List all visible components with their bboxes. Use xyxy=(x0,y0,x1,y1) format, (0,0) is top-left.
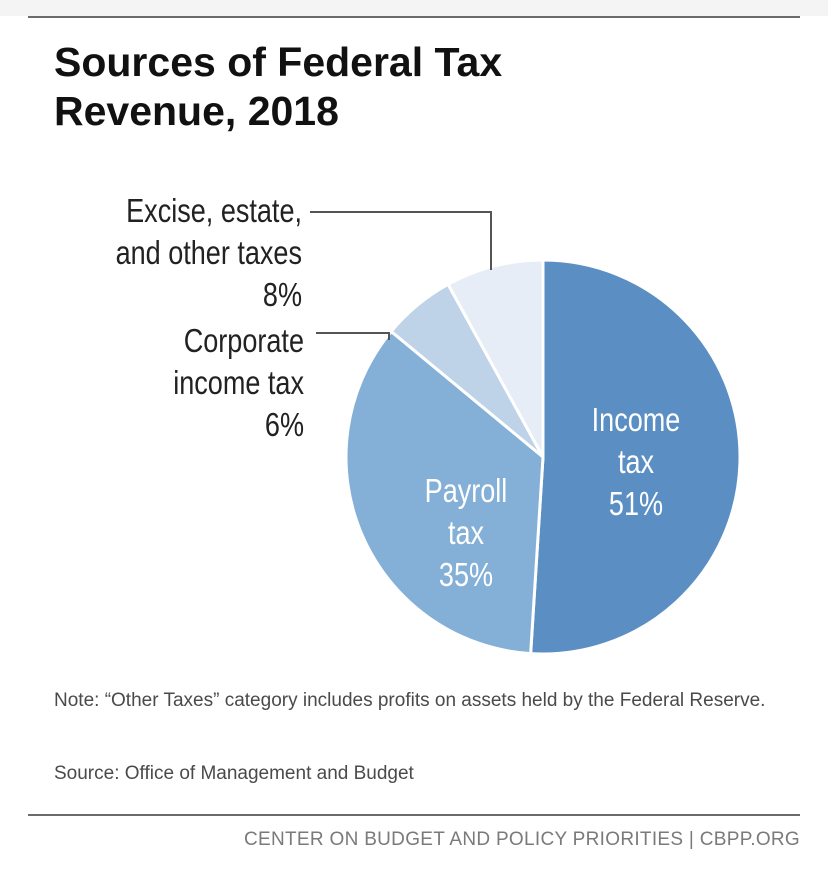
slice-category-label: Corporate xyxy=(184,324,304,360)
slice-value-label: 51% xyxy=(609,487,663,523)
leader-lines-layer xyxy=(310,211,492,340)
leader-line-excise-estate-other xyxy=(310,211,492,270)
slice-category-label: tax xyxy=(448,516,484,552)
slice-category-label: income tax xyxy=(173,366,304,402)
slice-category-label: tax xyxy=(618,445,654,481)
top-band xyxy=(0,0,828,16)
slice-value-label: 6% xyxy=(265,408,304,444)
slice-labels-layer: Income tax 51% Payroll tax 35% Corporate income… xyxy=(116,194,681,594)
slice-value-label: 8% xyxy=(263,278,302,314)
slice-category-label: Income xyxy=(592,403,681,439)
slice-label-corporate-income-tax: Corporate income tax 6% xyxy=(173,324,304,444)
top-divider xyxy=(28,16,800,18)
pie-slice-income-tax xyxy=(529,258,742,656)
slice-category-label: Excise, estate, xyxy=(126,194,302,230)
slice-value-label: 35% xyxy=(439,558,493,594)
bottom-divider xyxy=(28,814,800,816)
chart-title-line-2: Revenue, 2018 xyxy=(54,88,339,134)
chart-source: Source: Office of Management and Budget xyxy=(54,763,414,784)
chart-note: Note: “Other Taxes” category includes pr… xyxy=(54,690,766,711)
footer-credit: CENTER ON BUDGET AND POLICY PRIORITIES |… xyxy=(244,829,800,850)
slices-layer xyxy=(344,258,742,656)
slice-category-label: Payroll xyxy=(425,474,508,510)
pie-slice-excise-estate-other xyxy=(446,258,545,458)
chart-title: Sources of Federal Tax Revenue, 2018 xyxy=(54,38,754,136)
leader-line-corporate-income-tax xyxy=(316,332,390,340)
pie-slice-payroll-tax xyxy=(344,329,545,656)
slice-label-payroll-tax: Payroll tax 35% xyxy=(425,474,508,594)
slice-label-income-tax: Income tax 51% xyxy=(592,403,681,523)
slice-category-label: and other taxes xyxy=(116,236,302,272)
chart-title-line-1: Sources of Federal Tax xyxy=(54,39,503,85)
slice-label-excise-estate-other: Excise, estate, and other taxes 8% xyxy=(116,194,302,314)
